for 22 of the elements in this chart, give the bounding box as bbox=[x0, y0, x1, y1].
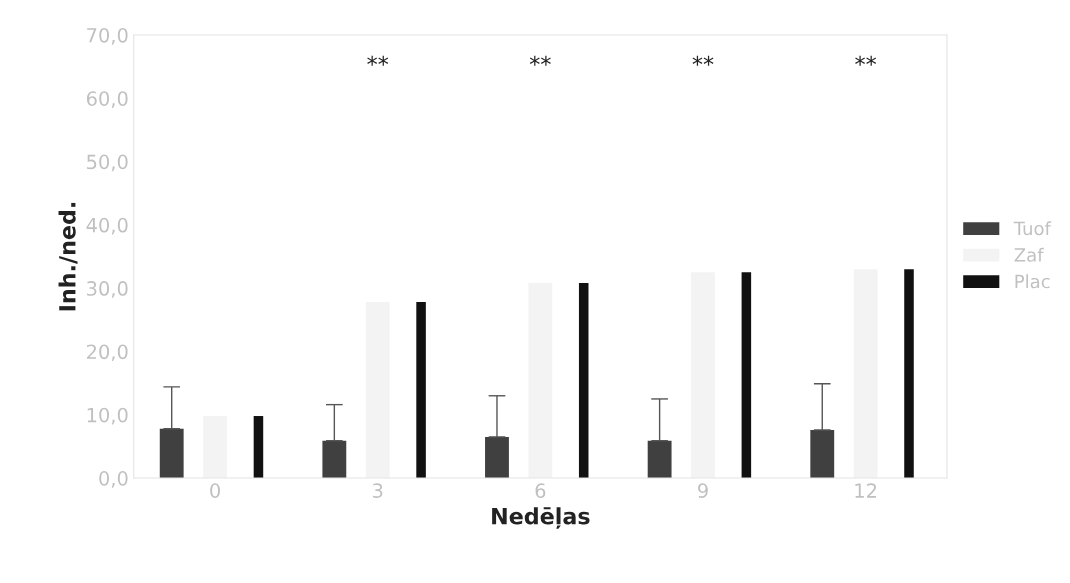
y-tick-label: 10,0 bbox=[87, 407, 128, 425]
y-tick-label: 60,0 bbox=[86, 91, 128, 108]
x-tick-label: 6 bbox=[535, 483, 546, 498]
y-axis-title: Inh./ned. bbox=[58, 202, 78, 311]
legend-label: Plac bbox=[1015, 274, 1050, 289]
legend-label: Zaf bbox=[1014, 247, 1044, 262]
y-tick-label: 0,0 bbox=[99, 471, 128, 488]
x-tick-label: 9 bbox=[698, 483, 708, 498]
x-tick-label: 12 bbox=[855, 483, 877, 498]
x-tick-label: 3 bbox=[373, 483, 383, 498]
x-tick-label: 0 bbox=[210, 483, 220, 498]
annotation: ** bbox=[367, 55, 389, 66]
y-tick-label: 20,0 bbox=[87, 344, 128, 362]
x-axis-title: Nedēļas bbox=[492, 507, 590, 529]
y-tick-label: 30,0 bbox=[87, 281, 128, 298]
y-tick-label: 70,0 bbox=[87, 27, 128, 45]
annotation: ** bbox=[529, 55, 551, 66]
y-tick-label: 50,0 bbox=[87, 154, 128, 172]
annotation: ** bbox=[855, 55, 877, 66]
annotation: ** bbox=[692, 55, 714, 66]
legend-label: Tuof bbox=[1013, 221, 1052, 236]
y-tick-label: 40,0 bbox=[86, 217, 128, 235]
